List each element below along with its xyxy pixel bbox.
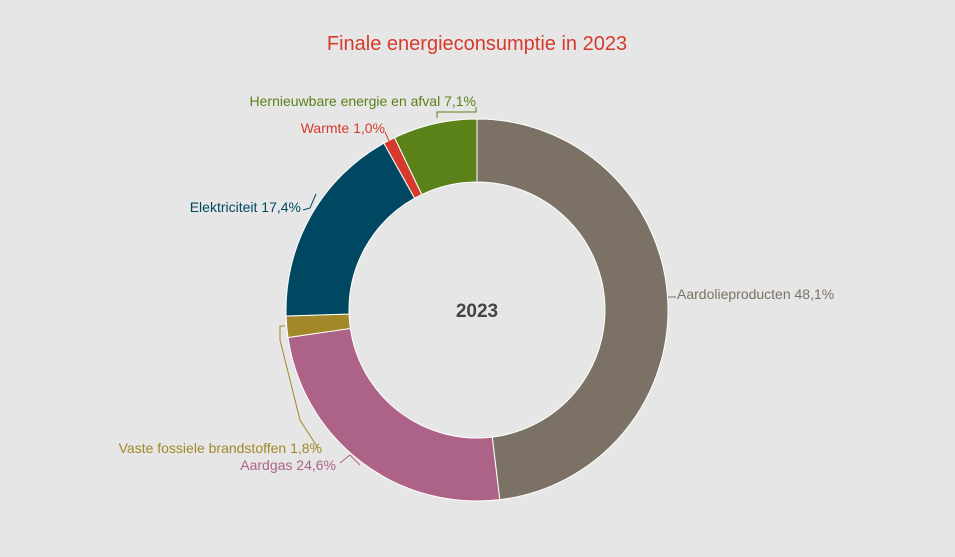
data-label-elektriciteit: Elektriciteit 17,4% [190,199,301,215]
slice-aardolieproducten[interactable] [476,118,669,501]
center-label: 2023 [456,301,498,322]
chart-title: Finale energieconsumptie in 2023 [327,33,627,55]
slice-aardgas[interactable] [287,327,501,502]
leader-line-hernieuwbare-energie-en-afval [436,107,477,118]
leader-lines-group [279,107,676,466]
data-label-aardgas: Aardgas 24,6% [240,457,336,473]
data-label-hernieuwbare-energie-en-afval: Hernieuwbare energie en afval 7,1% [250,93,476,109]
data-label-aardolieproducten: Aardolieproducten 48,1% [677,286,834,302]
data-label-warmte: Warmte 1,0% [301,120,385,136]
data-label-vaste-fossiele-brandstoffen: Vaste fossiele brandstoffen 1,8% [119,440,322,456]
leader-line-vaste-fossiele-brandstoffen [279,325,319,449]
slice-elektriciteit[interactable] [285,142,416,317]
leader-line-elektriciteit [302,193,317,211]
data-labels-group: Aardolieproducten 48,1% Aardgas 24,6%Vast… [119,93,835,473]
slice-hernieuwbare-energie-en-afval[interactable] [393,118,478,196]
slices-group [285,118,669,502]
leader-line-aardgas [339,454,361,466]
leader-line-warmte [384,131,390,142]
